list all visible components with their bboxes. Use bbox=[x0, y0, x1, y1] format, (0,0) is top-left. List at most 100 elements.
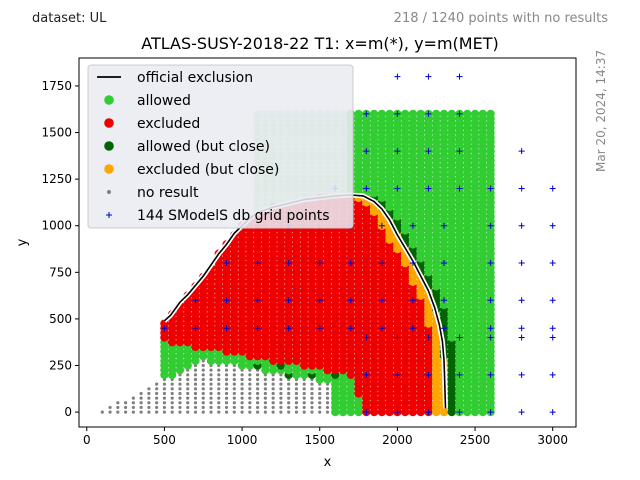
no-result-point bbox=[325, 387, 330, 391]
no-result-point bbox=[240, 391, 244, 396]
no-result-point bbox=[147, 387, 151, 391]
no-result-point bbox=[256, 405, 260, 410]
no-result-point bbox=[271, 396, 275, 400]
grid-point-marker bbox=[518, 297, 525, 304]
no-result-point bbox=[248, 382, 252, 386]
no-result-point bbox=[147, 391, 151, 396]
allowed-point bbox=[463, 109, 472, 119]
legend-label: allowed (but close) bbox=[137, 139, 270, 155]
legend-label: excluded bbox=[137, 116, 200, 132]
no-result-point bbox=[325, 401, 330, 405]
no-result-point bbox=[217, 391, 221, 396]
legend-circle-marker bbox=[104, 118, 114, 128]
no-result-point bbox=[209, 401, 213, 405]
no-result-point bbox=[240, 373, 244, 377]
no-result-point bbox=[217, 387, 221, 391]
no-result-point bbox=[186, 387, 190, 391]
no-result-point bbox=[232, 405, 236, 410]
grid-point-marker bbox=[285, 260, 292, 266]
no-result-point bbox=[271, 382, 275, 386]
grid-point-marker bbox=[347, 297, 354, 304]
no-result-point bbox=[178, 405, 182, 410]
no-result-point bbox=[201, 391, 205, 396]
no-result-point bbox=[193, 373, 198, 377]
allowed-point bbox=[432, 109, 441, 119]
grid-point-marker bbox=[223, 297, 230, 304]
grid-point-marker bbox=[363, 334, 370, 341]
no-result-point bbox=[162, 405, 167, 410]
grid-point-marker bbox=[363, 185, 370, 192]
no-result-point bbox=[217, 396, 221, 400]
no-result-point bbox=[279, 391, 283, 396]
legend-circle-marker bbox=[104, 141, 114, 151]
no-result-point bbox=[325, 410, 330, 414]
grid-point-marker bbox=[378, 222, 385, 229]
no-result-point bbox=[201, 377, 205, 382]
allowed-point bbox=[354, 109, 363, 119]
y-axis-label: y bbox=[15, 238, 30, 246]
grid-point-marker bbox=[192, 325, 199, 332]
grid-point-marker bbox=[518, 148, 525, 155]
x-tick-label: 0 bbox=[83, 433, 91, 447]
no-result-point bbox=[279, 410, 283, 414]
no-result-point bbox=[318, 391, 322, 396]
no-result-point bbox=[232, 410, 236, 414]
no-result-point bbox=[224, 368, 229, 372]
grid-point-marker bbox=[425, 110, 432, 117]
no-result-point bbox=[193, 401, 198, 405]
no-result-point bbox=[178, 396, 182, 400]
grid-point-marker bbox=[409, 222, 416, 229]
no-result-point bbox=[217, 401, 221, 405]
legend-circle-marker bbox=[104, 95, 114, 105]
grid-point-marker bbox=[394, 334, 401, 341]
no-result-point bbox=[279, 377, 283, 382]
no-result-point bbox=[232, 382, 236, 386]
no-result-point bbox=[294, 396, 299, 400]
no-result-point bbox=[209, 373, 213, 377]
grid-point-marker bbox=[223, 260, 230, 266]
x-tick-label: 2500 bbox=[460, 433, 491, 447]
no-result-point bbox=[287, 396, 291, 400]
no-result-point bbox=[263, 377, 267, 382]
no-result-point bbox=[201, 396, 205, 400]
no-result-point bbox=[201, 368, 205, 372]
no-result-point bbox=[178, 410, 182, 414]
grid-point-marker bbox=[425, 334, 432, 341]
no-result-point bbox=[193, 377, 198, 382]
legend-label: official exclusion bbox=[137, 70, 253, 86]
no-result-point bbox=[155, 391, 159, 396]
no-result-point bbox=[123, 405, 128, 410]
grid-point-marker bbox=[409, 297, 416, 304]
no-result-point bbox=[217, 405, 221, 410]
grid-point-marker bbox=[456, 148, 463, 155]
legend-label: no result bbox=[137, 185, 199, 201]
grid-point-marker bbox=[549, 325, 556, 332]
no-result-point bbox=[131, 396, 135, 400]
grid-point-marker bbox=[285, 325, 292, 332]
no-result-point bbox=[116, 405, 120, 410]
grid-point-marker bbox=[549, 334, 556, 341]
no-result-point bbox=[279, 401, 283, 405]
no-result-point bbox=[232, 401, 236, 405]
no-result-point bbox=[325, 396, 330, 400]
grid-point-marker bbox=[440, 222, 447, 229]
no-result-point bbox=[170, 401, 174, 405]
no-result-point bbox=[139, 391, 143, 396]
grid-point-marker bbox=[254, 260, 261, 266]
x-axis-label: x bbox=[324, 455, 332, 470]
grid-point-marker bbox=[161, 325, 168, 332]
legend-plus-marker bbox=[106, 212, 112, 218]
no-result-point bbox=[162, 410, 167, 414]
no-result-point bbox=[139, 401, 143, 405]
no-result-point bbox=[310, 410, 314, 414]
no-result-point bbox=[232, 377, 236, 382]
no-result-point bbox=[287, 391, 291, 396]
y-tick-label: 1750 bbox=[41, 79, 72, 93]
grid-point-marker bbox=[518, 334, 525, 341]
no-result-point bbox=[224, 387, 229, 391]
y-tick-label: 500 bbox=[49, 312, 72, 326]
grid-point-marker bbox=[254, 297, 261, 304]
no-result-point bbox=[256, 373, 260, 377]
no-result-point bbox=[186, 401, 190, 405]
no-result-point bbox=[310, 382, 314, 386]
